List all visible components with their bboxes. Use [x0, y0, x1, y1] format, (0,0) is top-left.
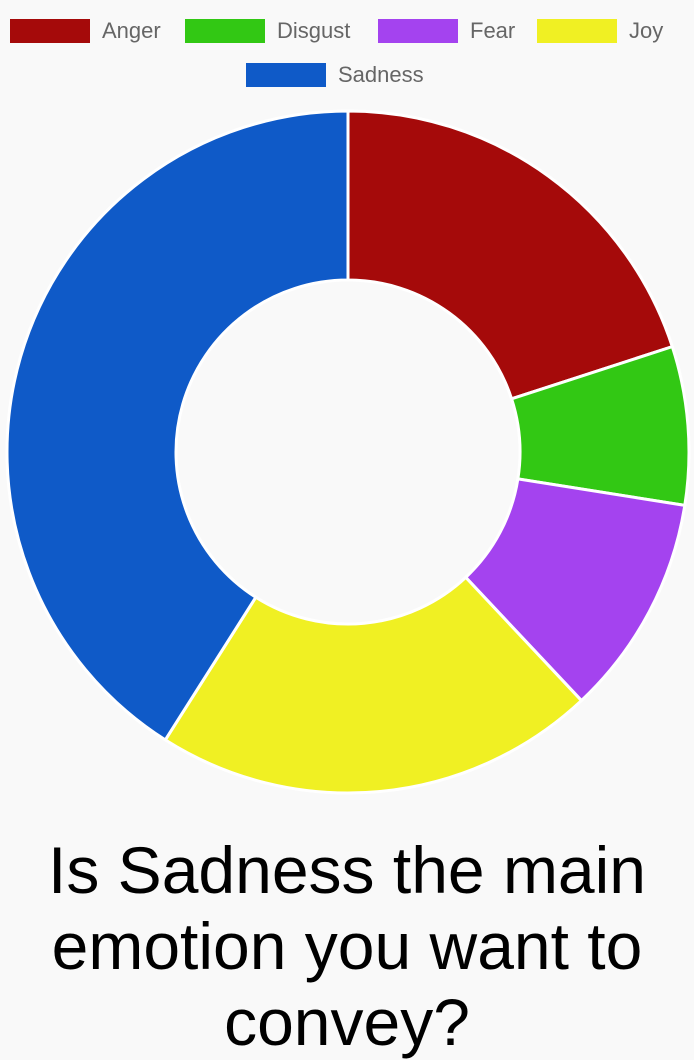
legend-item-disgust[interactable]: Disgust: [185, 18, 350, 44]
legend-item-sadness[interactable]: Sadness: [246, 62, 424, 88]
chart-legend: Anger Disgust Fear Joy Sadness: [0, 0, 694, 100]
legend-item-joy[interactable]: Joy: [537, 18, 663, 44]
legend-item-fear[interactable]: Fear: [378, 18, 515, 44]
legend-swatch-anger: [10, 19, 90, 43]
question-text: Is Sadness the main emotion you want to …: [48, 833, 646, 1059]
slice-joy[interactable]: [163, 575, 584, 795]
legend-item-anger[interactable]: Anger: [10, 18, 161, 44]
slice-sadness[interactable]: [5, 109, 350, 742]
legend-label-sadness: Sadness: [338, 62, 424, 87]
legend-swatch-joy: [537, 19, 617, 43]
doughnut-chart: [5, 109, 691, 795]
legend-swatch-sadness: [246, 63, 326, 87]
legend-label-anger: Anger: [102, 18, 161, 43]
legend-label-joy: Joy: [629, 18, 664, 43]
legend-label-disgust: Disgust: [277, 18, 351, 43]
legend-swatch-disgust: [185, 19, 265, 43]
legend-label-fear: Fear: [470, 18, 516, 43]
slice-anger[interactable]: [346, 109, 675, 401]
legend-swatch-fear: [378, 19, 458, 43]
